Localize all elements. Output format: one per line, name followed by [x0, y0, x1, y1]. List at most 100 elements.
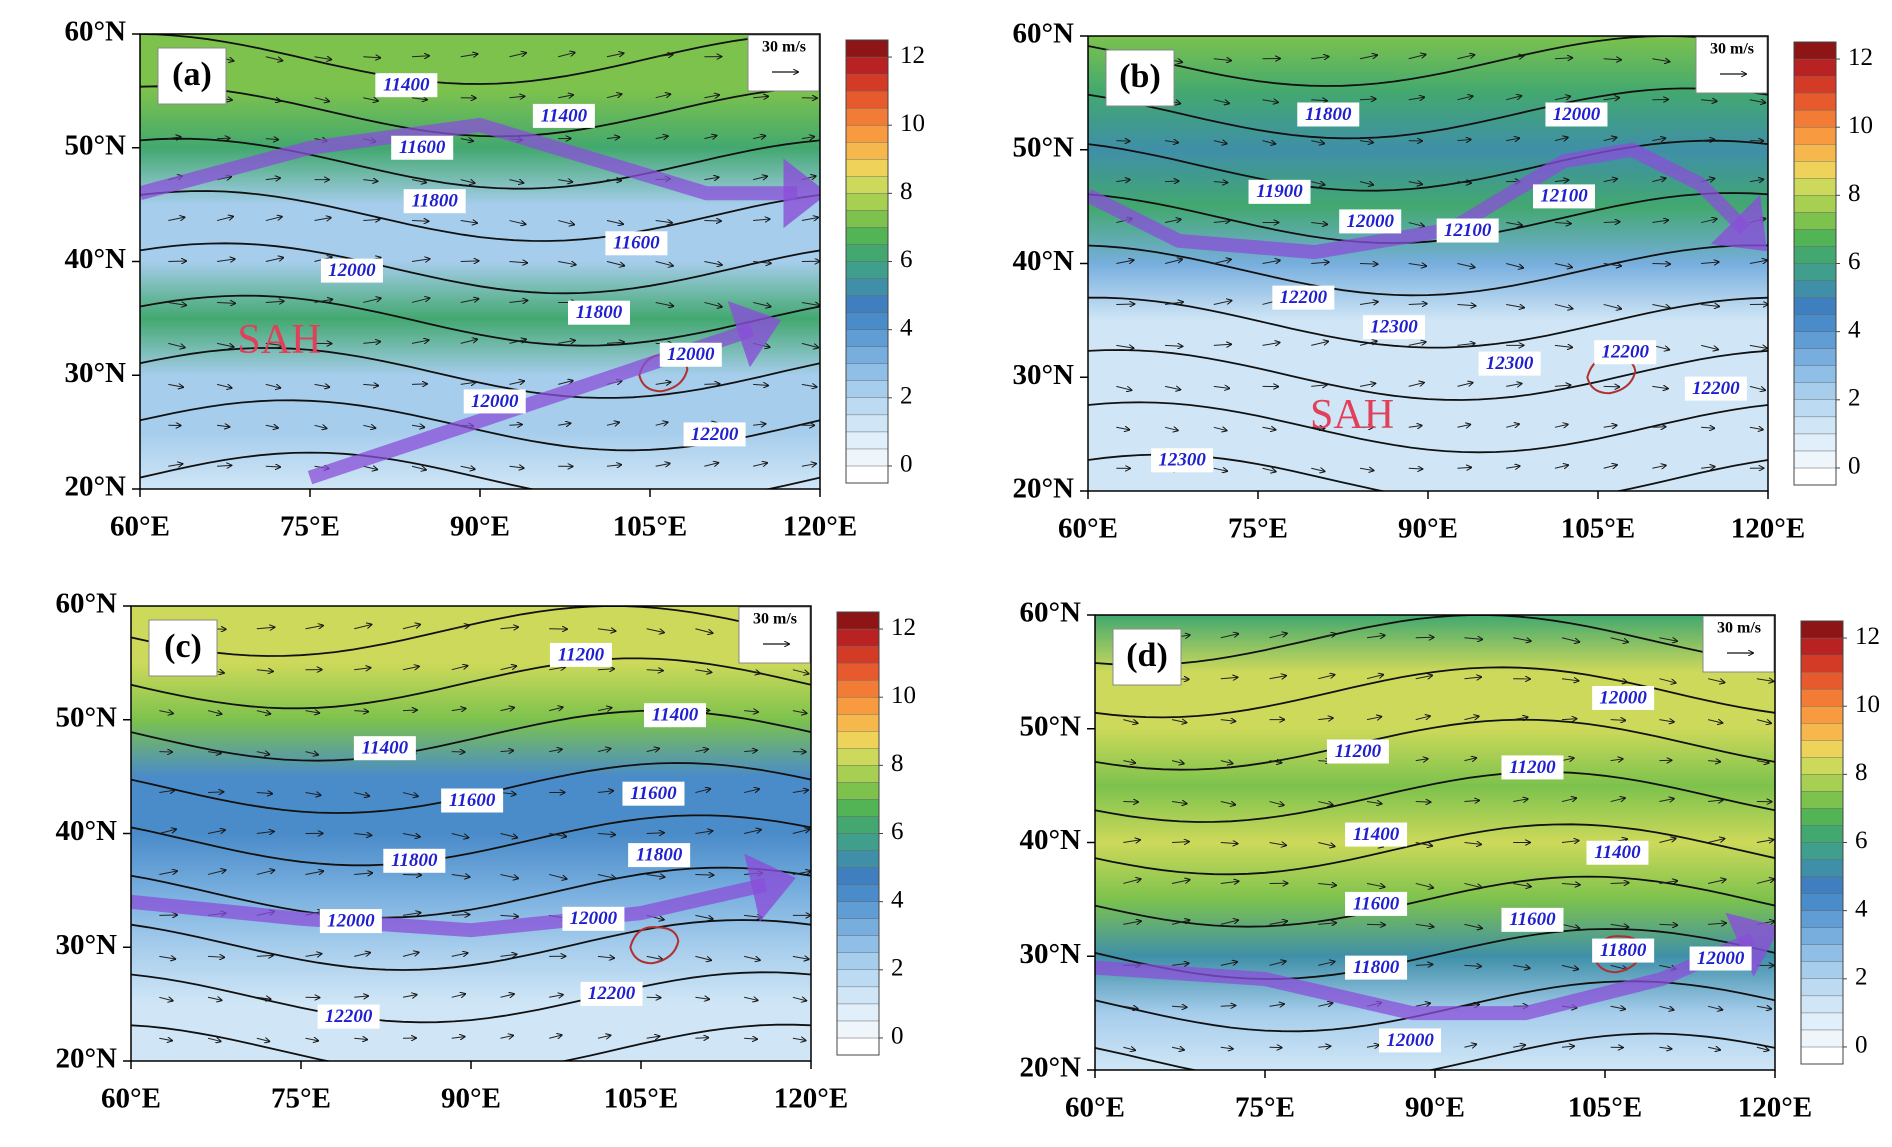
wind-vector — [1554, 137, 1568, 140]
colorbar-level — [836, 969, 880, 988]
wind-vector — [695, 914, 712, 919]
wind-speed-band — [131, 719, 811, 778]
wind-vector — [1408, 182, 1422, 185]
wind-vector — [704, 136, 716, 139]
wind-vector — [460, 180, 475, 183]
wind-vector — [646, 874, 665, 877]
wind-vector — [509, 466, 523, 468]
wind-vector — [1318, 675, 1334, 680]
colorbar-level — [1800, 705, 1844, 724]
wind-vector — [1408, 468, 1423, 469]
wind-vector — [354, 793, 369, 797]
colorbar-level — [1800, 1029, 1844, 1048]
contour-label-box — [1689, 946, 1752, 971]
wind-vector — [695, 749, 708, 751]
wind-vector — [451, 953, 468, 956]
contour-label-box — [375, 73, 438, 98]
contour-label-box — [1545, 102, 1608, 127]
wind-vector — [411, 98, 427, 100]
contour-label-box — [1594, 340, 1657, 365]
wind-vector — [1408, 97, 1424, 99]
wind-vector — [597, 791, 613, 793]
wind-vector — [1415, 802, 1431, 803]
colorbar-level — [1800, 825, 1844, 843]
y-tick-label: 60°N — [64, 16, 126, 48]
wind-vector — [1311, 341, 1328, 346]
wind-vector — [1561, 883, 1580, 884]
reference-vector-box — [747, 34, 820, 92]
map: 11200 11400 11400 11600 11600 11800 11800 12000… — [131, 606, 811, 1061]
wind-vector — [1318, 718, 1332, 720]
colorbar-level — [1793, 195, 1837, 213]
wind-vector — [1464, 1004, 1478, 1006]
wind-vector — [1506, 138, 1519, 140]
wind-vector — [1213, 259, 1231, 264]
contour-label: 11600 — [1509, 909, 1556, 930]
wind-vector — [1513, 799, 1527, 802]
wind-vector — [704, 301, 721, 306]
wind-vector — [1318, 1046, 1330, 1047]
colorbar-level — [1793, 92, 1837, 111]
wind-vector — [1603, 303, 1621, 308]
wind-vector — [1708, 1006, 1722, 1009]
contour-label: 12000 — [1599, 687, 1647, 708]
colorbar-level — [1793, 280, 1837, 298]
x-tick-label: 90°E — [441, 1083, 501, 1115]
wind-vector — [500, 833, 517, 838]
wind-vector — [363, 298, 380, 303]
wind-vector — [1171, 880, 1189, 884]
wind-vector — [1652, 303, 1670, 308]
wind-vector — [402, 913, 420, 916]
wind-vector — [1464, 882, 1481, 887]
wind-vector — [1220, 1006, 1235, 1007]
x-tick-label: 120°E — [783, 511, 857, 543]
colorbar-level — [1800, 910, 1844, 928]
contour-label-box — [532, 103, 595, 128]
colorbar-level — [836, 645, 880, 664]
wind-vector — [1318, 1003, 1332, 1006]
y-tick-label: 50°N — [64, 129, 126, 161]
wind-vector — [606, 220, 623, 225]
wind-vector — [460, 466, 475, 469]
wind-vector — [402, 952, 419, 957]
wind-vector — [753, 136, 765, 139]
wind-vector — [1359, 383, 1375, 386]
wind-vector — [646, 833, 664, 834]
wind-vector — [1603, 98, 1619, 100]
wind-speed-band — [1095, 899, 1775, 957]
wind-vector — [549, 873, 566, 878]
colorbar-level — [845, 124, 889, 143]
contour-label-box — [1297, 102, 1360, 127]
contour-label: 12300 — [1158, 450, 1206, 471]
wind-vector — [1506, 96, 1521, 101]
wind-vector — [1311, 468, 1324, 471]
colorbar-tick-label: 12 — [900, 42, 925, 69]
colorbar-level — [845, 39, 889, 58]
colorbar-level — [845, 414, 889, 433]
colorbar-tick-label: 4 — [900, 314, 913, 341]
wind-vector — [606, 261, 624, 266]
wind-vector — [753, 96, 768, 97]
height-contour — [131, 866, 811, 919]
wind-vector — [363, 219, 379, 220]
colorbar-level — [836, 833, 880, 851]
wind-vector — [265, 139, 278, 140]
wind-vector — [354, 834, 371, 836]
contour-label: 12300 — [1370, 317, 1418, 338]
wind-vector — [509, 424, 521, 425]
wind-vector — [1318, 802, 1332, 805]
colorbar-level — [1800, 688, 1844, 707]
colorbar-level — [1800, 637, 1844, 656]
panel: 11200 11400 11400 11600 11600 11800 11800 12000… — [55, 588, 916, 1115]
wind-vector — [451, 1037, 465, 1039]
y-tick-label: 40°N — [55, 815, 117, 847]
colorbar-level — [1793, 58, 1837, 77]
wind-vector — [168, 137, 180, 139]
height-contour — [131, 1023, 811, 1061]
colorbar-tick-label: 10 — [1855, 691, 1880, 718]
wind-speed-band — [1095, 728, 1775, 787]
height-contour — [140, 242, 820, 295]
wind-vector — [1164, 302, 1183, 304]
contour-label-box — [549, 642, 612, 667]
